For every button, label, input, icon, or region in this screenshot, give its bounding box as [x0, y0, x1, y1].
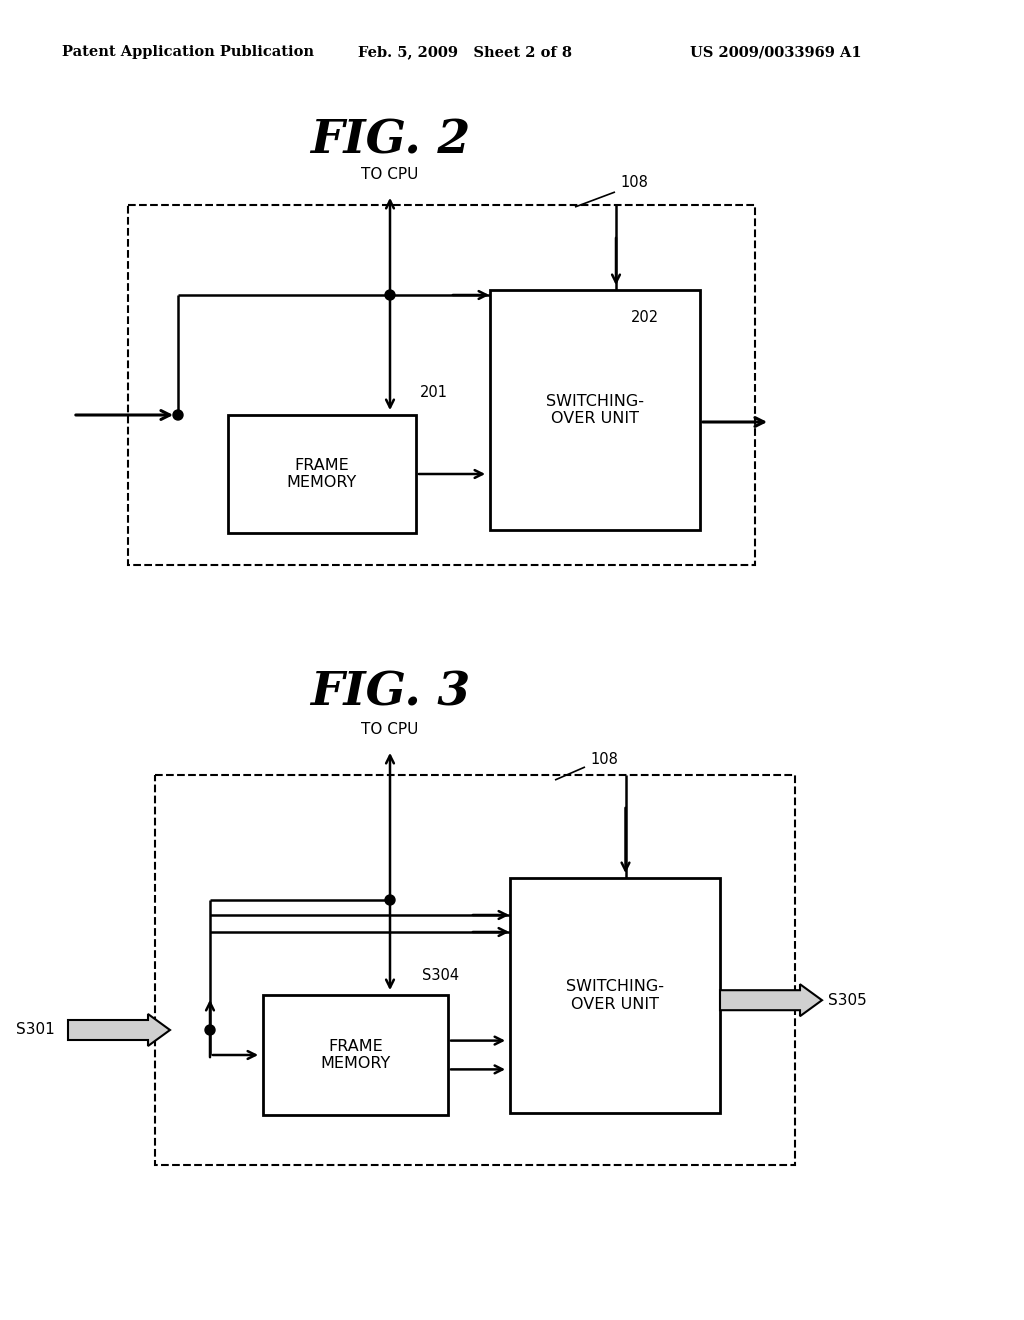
- Circle shape: [173, 411, 183, 420]
- FancyArrow shape: [68, 1014, 170, 1045]
- Text: FRAME
MEMORY: FRAME MEMORY: [321, 1039, 390, 1072]
- Circle shape: [385, 895, 395, 906]
- Bar: [128, 205, 755, 565]
- Bar: [155, 775, 795, 1166]
- Text: Patent Application Publication: Patent Application Publication: [62, 45, 314, 59]
- Text: Feb. 5, 2009   Sheet 2 of 8: Feb. 5, 2009 Sheet 2 of 8: [358, 45, 572, 59]
- Text: 201: 201: [420, 385, 449, 400]
- Text: FIG. 2: FIG. 2: [310, 117, 470, 164]
- Text: FIG. 3: FIG. 3: [310, 671, 470, 715]
- Bar: [490, 290, 700, 531]
- Circle shape: [385, 290, 395, 300]
- Text: US 2009/0033969 A1: US 2009/0033969 A1: [690, 45, 861, 59]
- Text: S305: S305: [828, 993, 866, 1007]
- Text: FRAME
MEMORY: FRAME MEMORY: [287, 458, 357, 490]
- Text: 202: 202: [631, 310, 659, 325]
- FancyArrow shape: [720, 985, 822, 1016]
- Bar: [263, 995, 449, 1115]
- Text: S304: S304: [422, 968, 459, 983]
- Text: TO CPU: TO CPU: [361, 168, 419, 182]
- Text: TO CPU: TO CPU: [361, 722, 419, 737]
- Text: SWITCHING-
OVER UNIT: SWITCHING- OVER UNIT: [546, 393, 644, 426]
- Text: 108: 108: [590, 752, 617, 767]
- Text: SWITCHING-
OVER UNIT: SWITCHING- OVER UNIT: [566, 979, 664, 1011]
- Text: 108: 108: [620, 176, 648, 190]
- Bar: [228, 414, 416, 533]
- Text: S301: S301: [16, 1023, 55, 1038]
- Circle shape: [205, 1026, 215, 1035]
- Bar: [510, 878, 720, 1113]
